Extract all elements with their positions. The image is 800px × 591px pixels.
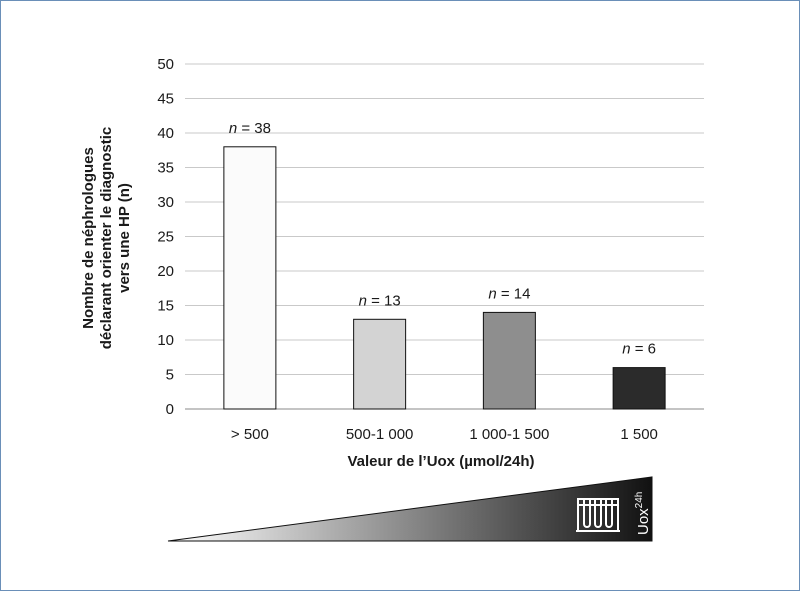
data-label-value: = 38	[237, 120, 271, 137]
y-tick-label: 20	[157, 263, 174, 280]
x-tick-label: 500-1 000	[346, 426, 414, 443]
y-tick-label: 15	[157, 298, 174, 315]
data-label: n = 38	[229, 120, 271, 137]
x-tick-label: > 500	[231, 426, 269, 443]
y-tick-label: 50	[157, 56, 174, 73]
test-tubes-rack-icon	[576, 498, 620, 532]
bar	[612, 367, 666, 410]
y-tick-label: 25	[157, 229, 174, 246]
data-label: n = 13	[359, 292, 401, 309]
data-label-value: = 6	[631, 341, 656, 358]
y-axis-ticks: 0 5 10 15 20 25 30 35 40 45 50	[157, 56, 174, 418]
y-axis-title-line-2: déclarant orienter le diagnostic	[98, 127, 115, 350]
data-label: n = 6	[622, 341, 656, 358]
x-axis-categories: > 500 500-1 000 1 000-1 500 1 500	[231, 426, 658, 443]
data-label-n: n	[622, 341, 630, 358]
bar	[353, 318, 407, 410]
y-axis-title-line-2-text: déclarant orienter le diagnostic	[98, 127, 115, 350]
y-tick-label: 0	[166, 401, 174, 418]
y-tick-label: 30	[157, 194, 174, 211]
y-axis-title-line-3: vers une HP (n)	[116, 183, 133, 293]
x-axis-title: Valeur de l’Uox (µmol/24h)	[347, 453, 534, 470]
gradient-wedge	[167, 476, 653, 542]
data-label-n: n	[229, 120, 237, 137]
bar	[223, 146, 277, 410]
uox24h-label: Uox24h	[634, 492, 652, 535]
y-tick-label: 40	[157, 125, 174, 142]
y-axis-title-line-3-text: vers une HP (n)	[116, 183, 133, 293]
data-label-n: n	[359, 292, 367, 309]
y-tick-label: 35	[157, 160, 174, 177]
bar	[482, 311, 536, 410]
y-axis-title-line-1: Nombre de néphrologues	[80, 147, 97, 329]
x-tick-label: 1 500	[620, 426, 658, 443]
uox-label-base: Uox	[635, 508, 652, 535]
y-tick-label: 5	[166, 367, 174, 384]
data-label-n: n	[488, 285, 496, 302]
y-tick-label: 45	[157, 91, 174, 108]
data-labels: n = 38n = 13 n = 14n = 6	[229, 120, 656, 358]
y-axis-title: Nombre de néphrologues	[80, 147, 97, 329]
uox-gradient-legend: Uox24h	[167, 476, 653, 542]
data-label-value: = 14	[497, 285, 531, 302]
uox-label-sup: 24h	[634, 492, 645, 509]
y-tick-label: 10	[157, 332, 174, 349]
data-label: n = 14	[488, 285, 530, 302]
bars	[223, 146, 666, 410]
data-label-value: = 13	[367, 292, 401, 309]
x-tick-label: 1 000-1 500	[469, 426, 549, 443]
